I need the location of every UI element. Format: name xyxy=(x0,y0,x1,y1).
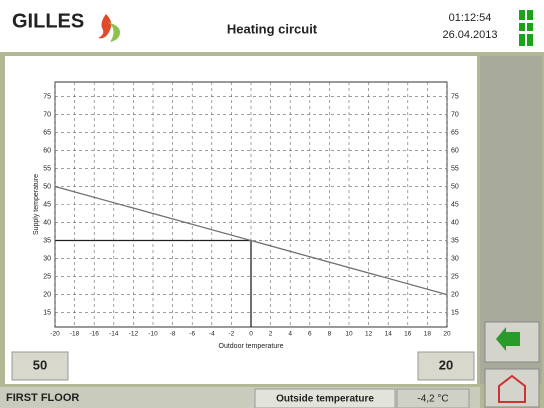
y-tick-label: 75 xyxy=(43,93,51,100)
status-value: -4,2 °C xyxy=(417,394,448,405)
home-button[interactable] xyxy=(485,369,539,407)
x-tick-label: -20 xyxy=(50,331,60,338)
x-tick-label: -18 xyxy=(70,331,80,338)
screen: GILLES Heating circuit 01:12:54 26.04.20… xyxy=(0,0,544,408)
x-tick-label: 6 xyxy=(308,331,312,338)
x-tick-label: -14 xyxy=(109,331,119,338)
y-tick-label-right: 70 xyxy=(451,111,459,118)
x-tick-label: -16 xyxy=(89,331,99,338)
x-tick-label: -10 xyxy=(148,331,158,338)
y-tick-label: 20 xyxy=(43,291,51,298)
y-tick-label-right: 75 xyxy=(451,93,459,100)
header-title: Heating circuit xyxy=(227,21,318,36)
x-tick-label: 18 xyxy=(424,331,432,338)
y-axis-label: Supply temperature xyxy=(33,174,40,235)
y-tick-label-right: 15 xyxy=(451,309,459,316)
header-time: 01:12:54 xyxy=(449,12,492,24)
status-label: Outside temperature xyxy=(276,394,374,405)
x-tick-label: 2 xyxy=(269,331,273,338)
y-tick-label: 35 xyxy=(43,237,51,244)
y-tick-label: 40 xyxy=(43,219,51,226)
x-tick-label: 20 xyxy=(443,331,451,338)
y-tick-label-right: 55 xyxy=(451,165,459,172)
x-tick-label: 0 xyxy=(249,331,253,338)
logo: GILLES xyxy=(12,10,84,32)
y-tick-label-right: 60 xyxy=(451,147,459,154)
y-tick-label: 15 xyxy=(43,309,51,316)
x-tick-label: -8 xyxy=(170,331,176,338)
y-tick-label-right: 25 xyxy=(451,273,459,280)
back-button[interactable] xyxy=(485,322,539,362)
y-tick-label: 55 xyxy=(43,165,51,172)
x-tick-label: 10 xyxy=(345,331,353,338)
y-tick-label: 70 xyxy=(43,111,51,118)
y-tick-label: 50 xyxy=(43,183,51,190)
x-axis-label: Outdoor temperature xyxy=(219,343,284,350)
end-value: 20 xyxy=(439,357,453,372)
y-tick-label-right: 45 xyxy=(451,201,459,208)
y-tick-label-right: 30 xyxy=(451,255,459,262)
x-tick-label: -2 xyxy=(229,331,235,338)
y-tick-label-right: 40 xyxy=(451,219,459,226)
y-tick-label-right: 20 xyxy=(451,291,459,298)
page: GILLES Heating circuit 01:12:54 26.04.20… xyxy=(0,0,544,408)
x-tick-label: 8 xyxy=(328,331,332,338)
y-tick-label-right: 35 xyxy=(451,237,459,244)
x-tick-label: 16 xyxy=(404,331,412,338)
header-date: 26.04.2013 xyxy=(442,29,497,41)
x-tick-label: -4 xyxy=(209,331,215,338)
start-value: 50 xyxy=(33,357,47,372)
y-tick-label: 30 xyxy=(43,255,51,262)
y-tick-label: 25 xyxy=(43,273,51,280)
y-tick-label-right: 65 xyxy=(451,129,459,136)
y-tick-label: 65 xyxy=(43,129,51,136)
x-tick-label: 4 xyxy=(288,331,292,338)
y-tick-label: 45 xyxy=(43,201,51,208)
y-tick-label: 60 xyxy=(43,147,51,154)
x-tick-label: 14 xyxy=(385,331,393,338)
y-tick-label-right: 50 xyxy=(451,183,459,190)
x-tick-label: 12 xyxy=(365,331,373,338)
x-tick-label: -6 xyxy=(189,331,195,338)
x-tick-label: -12 xyxy=(129,331,139,338)
zone-name: FIRST FLOOR xyxy=(6,392,79,404)
